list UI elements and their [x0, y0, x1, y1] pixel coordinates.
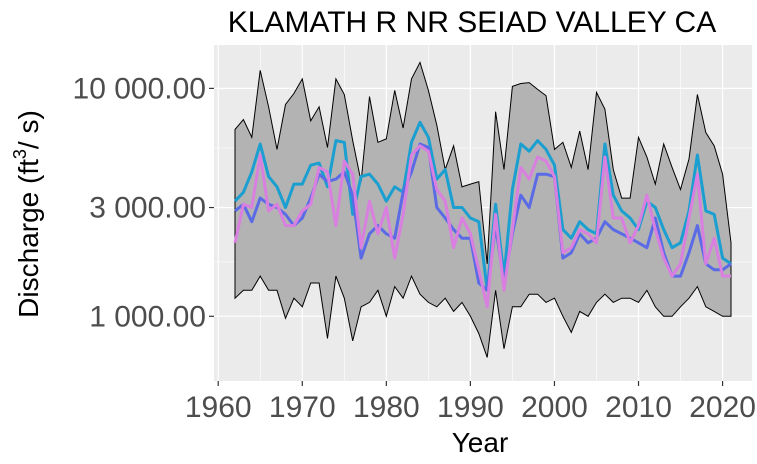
y-axis-label-tail: / s) — [13, 110, 44, 149]
series-line-pink — [233, 144, 731, 309]
x-tick-label: 1960 — [185, 391, 252, 424]
y-axis-label-main: Discharge (ft — [13, 159, 44, 318]
x-tick-label: 2010 — [605, 391, 672, 424]
x-tick-labels: 1960 1970 1980 1990 2000 2010 2020 — [185, 391, 756, 424]
x-axis-label: Year — [452, 427, 509, 458]
discharge-range-ribbon — [234, 61, 732, 358]
y-tick-label: 3 000.00 — [89, 192, 206, 225]
y-tick-label: 1 000.00 — [89, 300, 206, 333]
series-lines — [233, 120, 732, 309]
chart-title: KLAMATH R NR SEIAD VALLEY CA — [228, 6, 716, 39]
x-tick-label: 1980 — [353, 391, 420, 424]
x-tick-label: 2020 — [689, 391, 756, 424]
y-axis-label-exponent: 3 — [10, 149, 30, 159]
x-tick-label: 1970 — [269, 391, 336, 424]
y-axis-label: Discharge (ft3/ s) — [10, 110, 44, 318]
y-tick-labels: 1 000.00 3 000.00 10 000.00 — [73, 72, 206, 333]
x-tick-label: 2000 — [521, 391, 588, 424]
y-tick-marks — [209, 87, 214, 317]
y-tick-label: 10 000.00 — [73, 72, 206, 105]
x-tick-label: 1990 — [437, 391, 504, 424]
x-tick-marks — [217, 381, 724, 386]
